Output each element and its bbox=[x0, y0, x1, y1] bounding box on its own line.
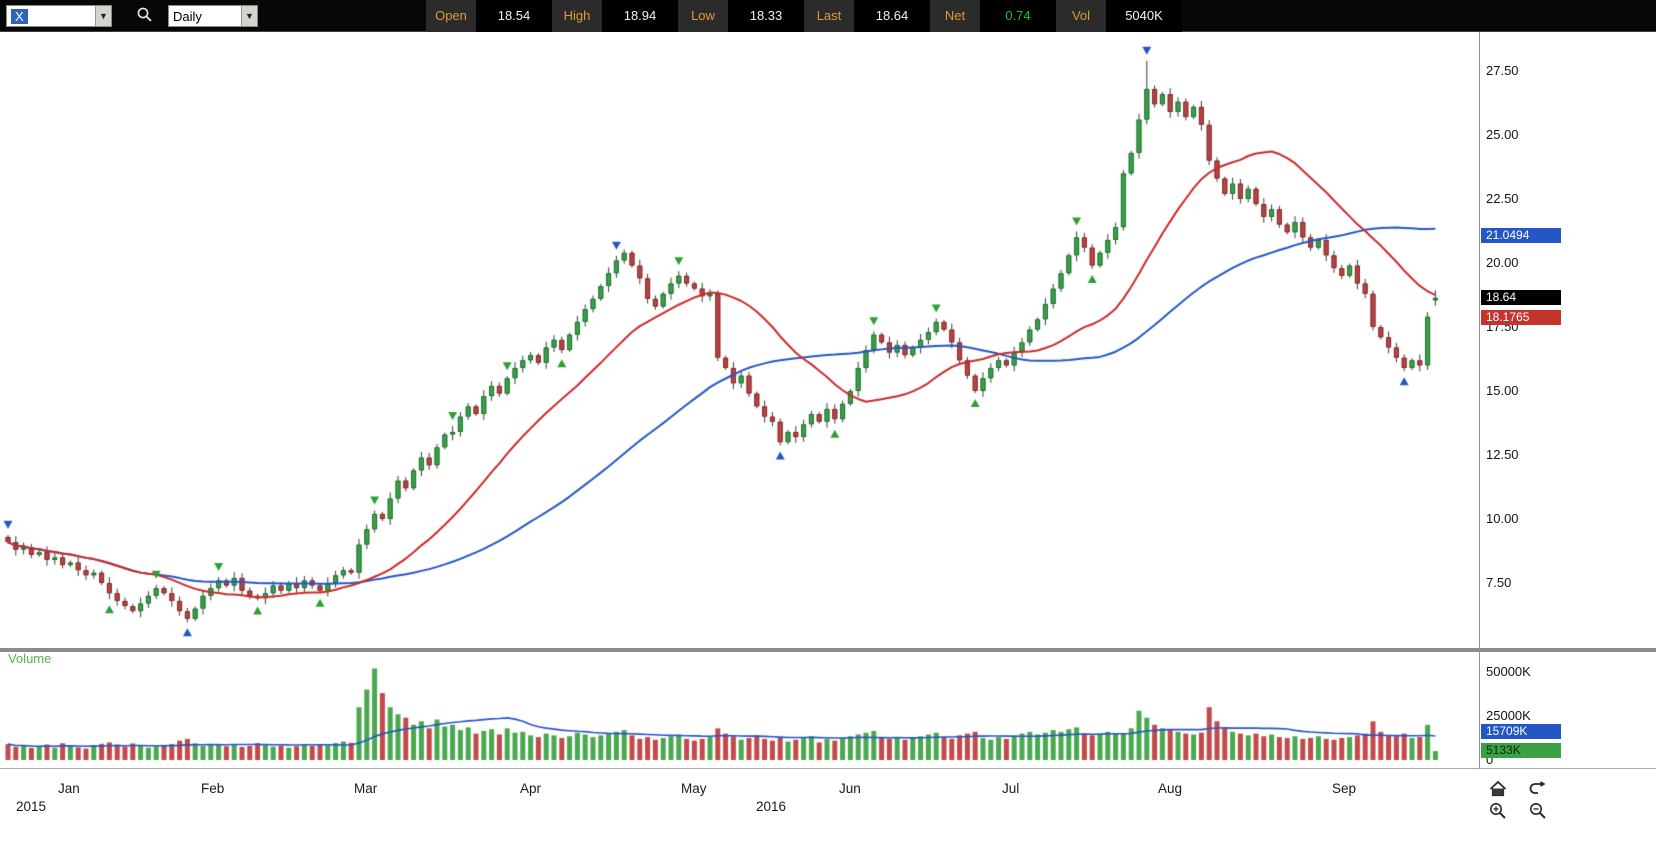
vol-label: Vol bbox=[1056, 0, 1106, 32]
undo-button[interactable] bbox=[1528, 779, 1554, 799]
search-icon bbox=[137, 7, 152, 22]
month-label: Aug bbox=[1158, 781, 1183, 796]
zoom-out-icon bbox=[1530, 803, 1546, 819]
month-label: Jun bbox=[839, 781, 861, 796]
symbol-input[interactable]: X bbox=[11, 8, 28, 24]
interval-value: Daily bbox=[173, 8, 202, 24]
month-label: Mar bbox=[354, 781, 378, 796]
month-label: Sep bbox=[1332, 781, 1357, 796]
zoom-in-icon bbox=[1490, 803, 1506, 819]
price-tick: 15.00 bbox=[1486, 383, 1519, 398]
price-tick: 12.50 bbox=[1486, 447, 1519, 462]
symbol-combobox[interactable]: X ▼ bbox=[6, 5, 112, 27]
undo-icon bbox=[1529, 781, 1546, 794]
fast-ma-price-box: 18.1765 bbox=[1481, 309, 1561, 325]
net-label: Net bbox=[930, 0, 980, 32]
toolbar: X ▼ Daily ▼ Open 18.54 High 18.94 Low 18… bbox=[0, 0, 1656, 32]
last-value: 18.64 bbox=[854, 0, 930, 32]
chart-nav-controls bbox=[1488, 779, 1572, 821]
net-value: 0.74 bbox=[980, 0, 1056, 32]
month-label: Jan bbox=[58, 781, 80, 796]
volume-tick: 25000K bbox=[1486, 708, 1531, 723]
quote-band: Open 18.54 High 18.94 Low 18.33 Last 18.… bbox=[426, 0, 1182, 32]
year-label: 2016 bbox=[756, 799, 787, 814]
symbol-dropdown-button[interactable]: ▼ bbox=[95, 6, 111, 26]
vol-value: 5040K bbox=[1106, 0, 1182, 32]
month-label: Jul bbox=[1002, 781, 1020, 796]
volume-pane-label: Volume bbox=[8, 651, 52, 666]
open-label: Open bbox=[426, 0, 476, 32]
month-label: Feb bbox=[201, 781, 225, 796]
high-value: 18.94 bbox=[602, 0, 678, 32]
volume-pane-bottom-line bbox=[0, 768, 1656, 769]
interval-combobox[interactable]: Daily ▼ bbox=[168, 5, 258, 27]
low-value: 18.33 bbox=[728, 0, 804, 32]
home-button[interactable] bbox=[1488, 779, 1514, 799]
home-icon bbox=[1489, 780, 1507, 797]
volume-tick: 50000K bbox=[1486, 664, 1531, 679]
interval-dropdown-button[interactable]: ▼ bbox=[241, 6, 257, 26]
high-label: High bbox=[552, 0, 602, 32]
price-axis[interactable]: 21.0494 18.64 18.1765 15709K 5133K 27.50… bbox=[1479, 32, 1656, 769]
zoom-in-button[interactable] bbox=[1488, 801, 1514, 821]
price-tick: 27.50 bbox=[1486, 63, 1519, 78]
price-tick: 20.00 bbox=[1486, 255, 1519, 270]
last-label: Last bbox=[804, 0, 854, 32]
pane-resize-handle[interactable] bbox=[0, 648, 1656, 652]
candlestick-chart-canvas[interactable] bbox=[0, 32, 1479, 770]
slow-ma-price-box: 21.0494 bbox=[1481, 228, 1561, 244]
volume-ma-box: 15709K bbox=[1481, 724, 1561, 740]
price-tick: 10.00 bbox=[1486, 511, 1519, 526]
month-label: Apr bbox=[520, 781, 542, 796]
price-tick: 7.50 bbox=[1486, 575, 1512, 590]
price-tick: 25.00 bbox=[1486, 127, 1519, 142]
time-axis: Jan Feb Mar Apr May Jun Jul Aug Sep 2015 2016 bbox=[0, 779, 1479, 823]
search-button[interactable] bbox=[134, 6, 156, 26]
last-price-box: 18.64 bbox=[1481, 289, 1561, 305]
zoom-out-button[interactable] bbox=[1528, 801, 1554, 821]
price-tick: 22.50 bbox=[1486, 191, 1519, 206]
open-value: 18.54 bbox=[476, 0, 552, 32]
month-label: May bbox=[681, 781, 707, 796]
volume-tick: 0 bbox=[1486, 752, 1494, 767]
year-label: 2015 bbox=[16, 799, 47, 814]
low-label: Low bbox=[678, 0, 728, 32]
last-volume-box: 5133K bbox=[1481, 742, 1561, 758]
